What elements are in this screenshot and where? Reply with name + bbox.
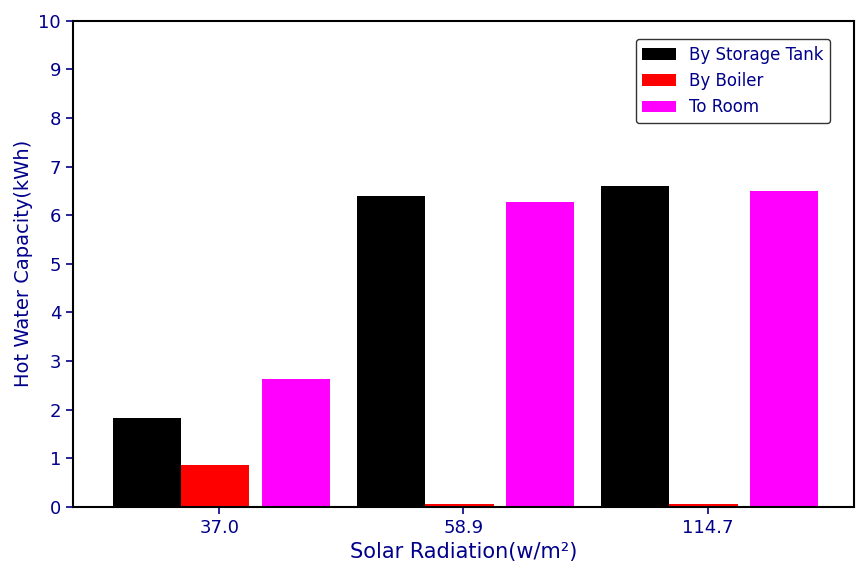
X-axis label: Solar Radiation(w/m²): Solar Radiation(w/m²)	[350, 542, 577, 562]
Bar	[261, 380, 330, 507]
Y-axis label: Hot Water Capacity(kWh): Hot Water Capacity(kWh)	[14, 140, 33, 388]
Bar	[750, 191, 819, 507]
Legend: By Storage Tank, By Boiler, To Room: By Storage Tank, By Boiler, To Room	[635, 39, 830, 123]
Bar	[357, 196, 425, 507]
Bar	[113, 418, 181, 507]
Bar	[669, 505, 738, 507]
Bar	[506, 202, 574, 507]
Bar	[601, 186, 669, 507]
Bar	[181, 465, 249, 507]
Bar	[425, 505, 494, 507]
